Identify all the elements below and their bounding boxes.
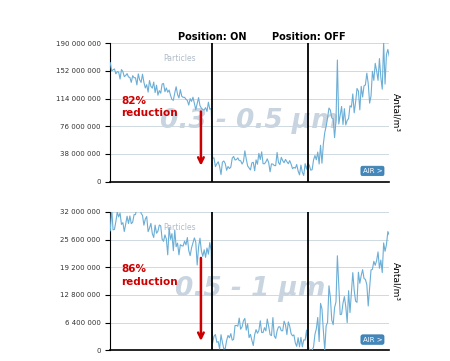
Y-axis label: Antal/m³: Antal/m³ [392,93,400,132]
Text: Particles: Particles [163,55,196,64]
Text: Position: ON: Position: ON [178,31,246,42]
Text: 82%
reduction: 82% reduction [122,96,178,118]
Y-axis label: Antal/m³: Antal/m³ [392,262,400,301]
Text: 0.5 - 1 μm: 0.5 - 1 μm [175,277,325,303]
Text: AIR >: AIR > [363,168,382,174]
Text: Position: OFF: Position: OFF [271,31,345,42]
Text: Particles: Particles [163,223,196,232]
Text: AIR >: AIR > [363,336,382,343]
Text: 0.3 - 0.5 μm: 0.3 - 0.5 μm [160,108,339,134]
Text: 86%
reduction: 86% reduction [122,265,178,287]
